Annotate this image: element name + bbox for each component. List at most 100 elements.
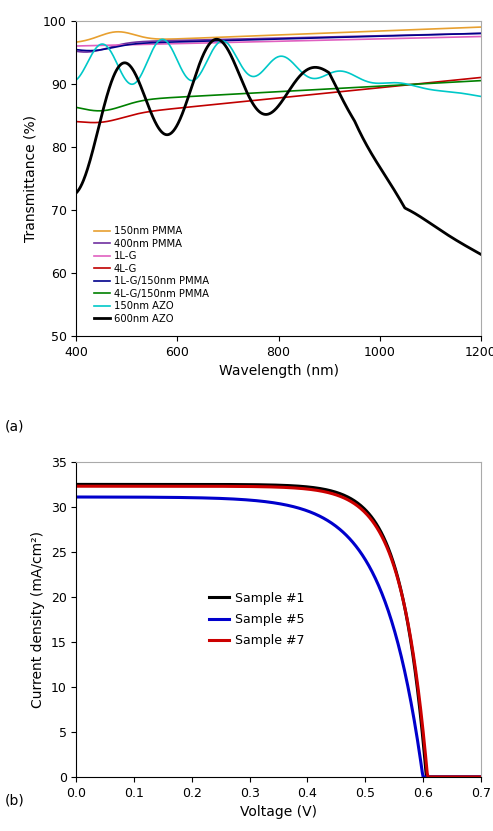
Sample #1 bbox=[469, 772, 475, 782]
Line: 400nm PMMA: 400nm PMMA bbox=[76, 33, 481, 52]
4L-G bbox=[319, 89, 325, 99]
X-axis label: Voltage (V): Voltage (V) bbox=[240, 805, 317, 819]
1L-G/150nm PMMA bbox=[422, 30, 428, 40]
Line: Sample #1: Sample #1 bbox=[76, 484, 481, 777]
400nm PMMA bbox=[82, 47, 88, 57]
400nm PMMA bbox=[422, 30, 428, 40]
4L-G bbox=[91, 118, 97, 128]
600nm AZO bbox=[213, 34, 219, 44]
600nm AZO bbox=[319, 64, 325, 74]
Sample #5 bbox=[73, 492, 79, 502]
150nm AZO bbox=[98, 39, 104, 49]
Sample #7 bbox=[425, 772, 431, 782]
1L-G/150nm PMMA bbox=[381, 31, 387, 41]
400nm PMMA bbox=[309, 32, 315, 42]
Sample #7 bbox=[469, 772, 475, 782]
4L-G bbox=[422, 78, 428, 88]
150nm PMMA bbox=[380, 26, 386, 36]
4L-G bbox=[99, 117, 105, 127]
600nm AZO bbox=[478, 249, 484, 259]
Sample #1 bbox=[423, 772, 429, 782]
600nm AZO bbox=[73, 188, 79, 198]
4L-G/150nm PMMA bbox=[478, 76, 484, 86]
4L-G/150nm PMMA bbox=[96, 106, 102, 116]
400nm PMMA bbox=[99, 45, 105, 55]
150nm PMMA bbox=[478, 22, 484, 32]
Line: Sample #7: Sample #7 bbox=[76, 486, 481, 777]
Sample #5 bbox=[268, 498, 274, 508]
1L-G/150nm PMMA bbox=[319, 33, 325, 43]
Line: 1L-G: 1L-G bbox=[76, 37, 481, 46]
150nm AZO bbox=[422, 83, 428, 93]
150nm AZO bbox=[478, 91, 484, 101]
Sample #7 bbox=[405, 617, 411, 627]
Sample #1 bbox=[73, 479, 79, 489]
Sample #5 bbox=[314, 510, 320, 520]
Line: 4L-G/150nm PMMA: 4L-G/150nm PMMA bbox=[76, 81, 481, 111]
Text: (a): (a) bbox=[5, 420, 25, 434]
4L-G/150nm PMMA bbox=[73, 102, 79, 112]
600nm AZO bbox=[309, 63, 315, 73]
1L-G/150nm PMMA bbox=[73, 45, 79, 55]
150nm AZO bbox=[159, 34, 165, 44]
1L-G bbox=[319, 35, 325, 45]
150nm PMMA bbox=[319, 28, 325, 38]
Sample #7 bbox=[292, 483, 298, 493]
1L-G bbox=[422, 33, 427, 43]
Sample #1 bbox=[292, 481, 298, 491]
4L-G bbox=[331, 87, 337, 97]
4L-G/150nm PMMA bbox=[422, 79, 428, 89]
Y-axis label: Transmittance (%): Transmittance (%) bbox=[23, 115, 37, 242]
Sample #1 bbox=[405, 618, 411, 628]
400nm PMMA bbox=[478, 28, 484, 38]
1L-G bbox=[331, 35, 337, 45]
150nm AZO bbox=[319, 71, 325, 81]
150nm PMMA bbox=[98, 31, 104, 41]
600nm AZO bbox=[381, 168, 387, 178]
1L-G bbox=[98, 41, 104, 51]
4L-G bbox=[309, 90, 315, 100]
400nm PMMA bbox=[381, 31, 387, 41]
1L-G bbox=[380, 34, 386, 44]
600nm AZO bbox=[98, 112, 104, 122]
4L-G bbox=[73, 116, 79, 126]
1L-G bbox=[478, 32, 484, 42]
400nm PMMA bbox=[319, 32, 325, 42]
150nm PMMA bbox=[73, 37, 79, 47]
Sample #1 bbox=[314, 483, 320, 493]
Sample #7 bbox=[268, 482, 274, 492]
150nm AZO bbox=[381, 78, 387, 88]
Sample #5 bbox=[292, 502, 298, 512]
1L-G/150nm PMMA bbox=[99, 45, 105, 55]
1L-G bbox=[308, 36, 314, 46]
Line: 150nm PMMA: 150nm PMMA bbox=[76, 27, 481, 42]
Sample #5 bbox=[478, 772, 484, 782]
150nm AZO bbox=[73, 75, 79, 85]
4L-G/150nm PMMA bbox=[381, 81, 387, 91]
Sample #7 bbox=[73, 481, 79, 491]
400nm PMMA bbox=[331, 32, 337, 42]
150nm PMMA bbox=[308, 29, 314, 39]
Sample #5 bbox=[469, 772, 475, 782]
4L-G/150nm PMMA bbox=[309, 85, 315, 95]
Legend: Sample #1, Sample #5, Sample #7: Sample #1, Sample #5, Sample #7 bbox=[204, 587, 310, 652]
Sample #1 bbox=[265, 480, 271, 490]
1L-G/150nm PMMA bbox=[309, 33, 315, 43]
X-axis label: Wavelength (nm): Wavelength (nm) bbox=[218, 364, 339, 378]
150nm AZO bbox=[309, 73, 315, 83]
Line: 150nm AZO: 150nm AZO bbox=[76, 39, 481, 96]
Line: 600nm AZO: 600nm AZO bbox=[76, 39, 481, 254]
Sample #1 bbox=[478, 772, 484, 782]
Y-axis label: Current density (mA/cm²): Current density (mA/cm²) bbox=[31, 531, 45, 708]
Line: Sample #5: Sample #5 bbox=[76, 497, 481, 777]
150nm PMMA bbox=[331, 27, 337, 37]
1L-G/150nm PMMA bbox=[478, 28, 484, 38]
4L-G/150nm PMMA bbox=[331, 84, 337, 94]
1L-G/150nm PMMA bbox=[87, 46, 93, 56]
Sample #5 bbox=[420, 772, 426, 782]
Text: (b): (b) bbox=[5, 794, 25, 808]
150nm PMMA bbox=[422, 24, 427, 34]
Sample #7 bbox=[314, 485, 320, 495]
Line: 1L-G/150nm PMMA: 1L-G/150nm PMMA bbox=[76, 33, 481, 51]
1L-G bbox=[73, 41, 79, 51]
